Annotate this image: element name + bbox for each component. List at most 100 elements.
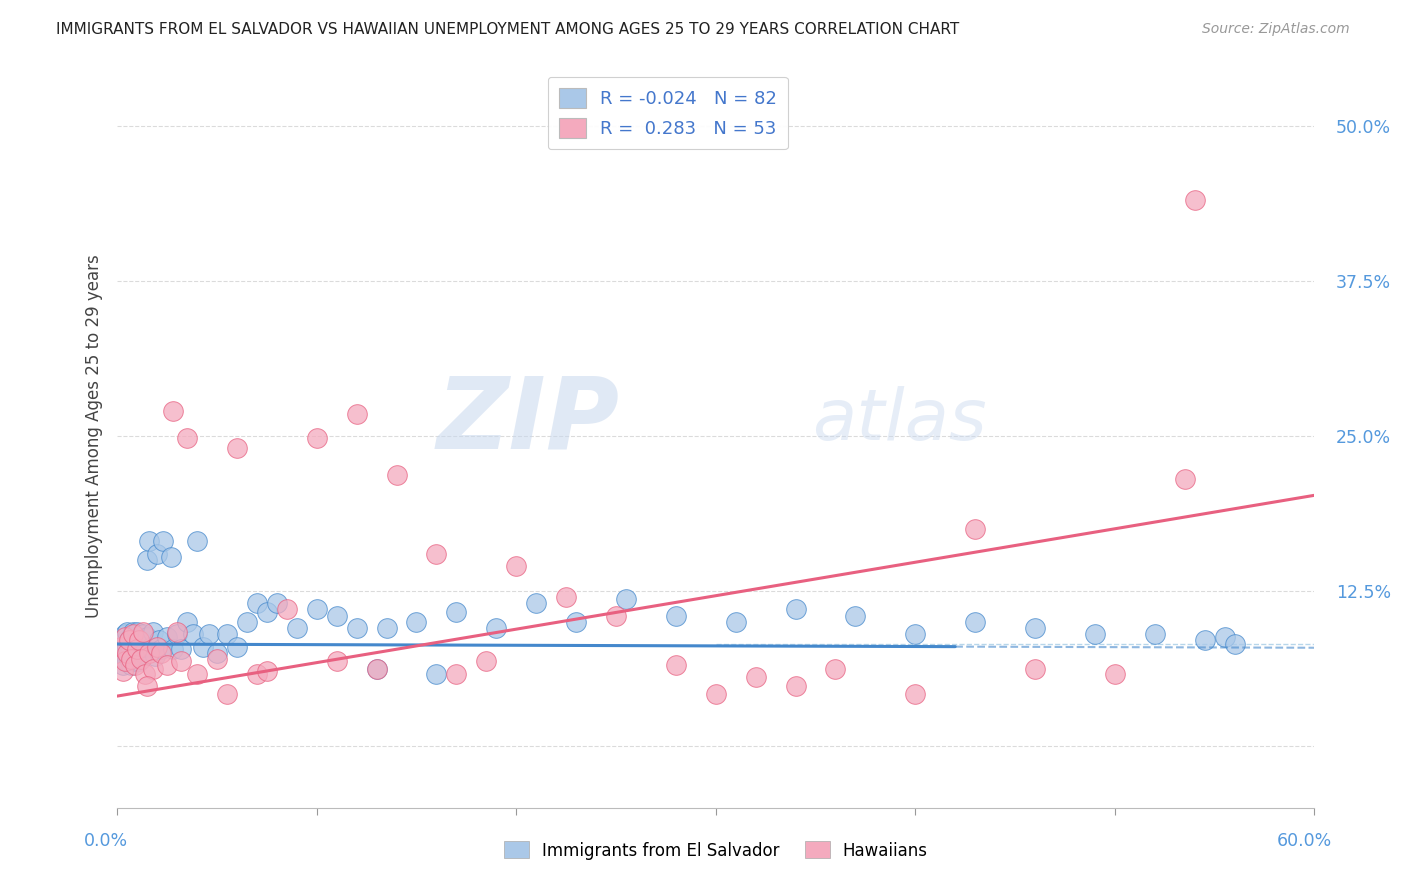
Point: [156, 658, 179, 673]
Point: [665, 608, 688, 623]
Point: [114, 627, 136, 641]
Point: [120, 652, 142, 666]
Point: [225, 640, 247, 654]
Point: [136, 553, 159, 567]
Point: [405, 615, 427, 629]
Point: [305, 602, 328, 616]
Text: Source: ZipAtlas.com: Source: ZipAtlas.com: [1202, 22, 1350, 37]
Point: [115, 640, 138, 654]
Point: [614, 592, 637, 607]
Point: [112, 658, 135, 673]
Point: [134, 640, 156, 654]
Point: [844, 608, 866, 623]
Point: [114, 654, 136, 668]
Point: [366, 662, 388, 676]
Point: [276, 602, 298, 616]
Text: atlas: atlas: [811, 386, 986, 456]
Point: [305, 431, 328, 445]
Point: [904, 627, 927, 641]
Point: [485, 621, 508, 635]
Text: ZIP: ZIP: [437, 373, 620, 469]
Point: [475, 654, 498, 668]
Point: [215, 627, 238, 641]
Point: [285, 621, 308, 635]
Point: [122, 627, 145, 641]
Point: [904, 687, 927, 701]
Point: [215, 687, 238, 701]
Point: [136, 679, 159, 693]
Point: [162, 642, 184, 657]
Point: [122, 624, 145, 639]
Text: 60.0%: 60.0%: [1277, 832, 1333, 850]
Point: [124, 640, 146, 654]
Point: [205, 646, 228, 660]
Point: [136, 630, 159, 644]
Point: [366, 662, 388, 676]
Point: [565, 615, 588, 629]
Point: [385, 468, 408, 483]
Point: [122, 649, 145, 664]
Point: [824, 662, 846, 676]
Point: [1104, 666, 1126, 681]
Point: [128, 633, 150, 648]
Point: [191, 640, 214, 654]
Point: [124, 654, 146, 668]
Point: [114, 633, 136, 648]
Point: [325, 608, 347, 623]
Point: [1024, 621, 1046, 635]
Point: [785, 679, 807, 693]
Point: [170, 654, 193, 668]
Point: [425, 547, 447, 561]
Point: [1184, 194, 1206, 208]
Point: [1174, 472, 1197, 486]
Point: [142, 624, 165, 639]
Point: [1194, 633, 1216, 648]
Point: [1024, 662, 1046, 676]
Point: [605, 608, 627, 623]
Point: [118, 652, 141, 666]
Point: [127, 642, 149, 657]
Point: [785, 602, 807, 616]
Point: [225, 442, 247, 456]
Point: [150, 646, 173, 660]
Point: [186, 666, 208, 681]
Point: [181, 627, 204, 641]
Point: [170, 642, 193, 657]
Point: [1084, 627, 1107, 641]
Point: [110, 646, 132, 660]
Point: [146, 640, 169, 654]
Y-axis label: Unemployment Among Ages 25 to 29 years: Unemployment Among Ages 25 to 29 years: [86, 254, 103, 618]
Point: [129, 652, 152, 666]
Point: [127, 624, 149, 639]
Point: [160, 550, 183, 565]
Point: [118, 646, 141, 660]
Point: [127, 633, 149, 648]
Point: [198, 627, 221, 641]
Point: [744, 671, 766, 685]
Point: [122, 637, 145, 651]
Point: [115, 654, 138, 668]
Legend: R = -0.024   N = 82, R =  0.283   N = 53: R = -0.024 N = 82, R = 0.283 N = 53: [548, 77, 787, 149]
Point: [1213, 630, 1236, 644]
Point: [704, 687, 727, 701]
Point: [266, 596, 288, 610]
Point: [325, 654, 347, 668]
Point: [127, 646, 149, 660]
Point: [114, 630, 136, 644]
Point: [134, 666, 156, 681]
Point: [162, 404, 184, 418]
Point: [965, 522, 987, 536]
Point: [115, 646, 138, 660]
Point: [114, 652, 136, 666]
Point: [120, 630, 142, 644]
Point: [724, 615, 747, 629]
Point: [176, 431, 198, 445]
Point: [446, 666, 468, 681]
Point: [150, 642, 173, 657]
Point: [128, 642, 150, 657]
Point: [138, 646, 160, 660]
Text: IMMIGRANTS FROM EL SALVADOR VS HAWAIIAN UNEMPLOYMENT AMONG AGES 25 TO 29 YEARS C: IMMIGRANTS FROM EL SALVADOR VS HAWAIIAN …: [56, 22, 959, 37]
Point: [112, 665, 135, 679]
Point: [124, 658, 146, 673]
Text: 0.0%: 0.0%: [83, 832, 128, 850]
